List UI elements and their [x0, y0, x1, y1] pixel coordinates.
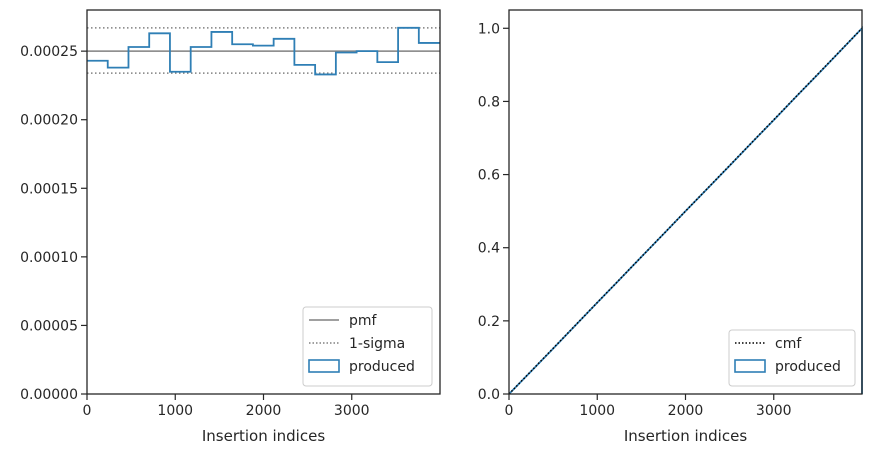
- y-tick-label: 0.00025: [20, 44, 78, 60]
- x-tick-label: 1000: [579, 403, 615, 419]
- legend-swatch-produced: [308, 359, 340, 373]
- y-tick-label: 0.00010: [20, 250, 78, 266]
- y-tick-label: 0.00000: [20, 387, 78, 403]
- legend: pmf 1-sigma produced: [302, 306, 433, 387]
- y-tick-label: 0.4: [478, 241, 500, 257]
- y-tick-label: 0.00005: [20, 318, 78, 334]
- legend-swatch-produced: [734, 359, 766, 373]
- x-tick-label: 2000: [246, 403, 282, 419]
- y-tick-label: 0.00020: [20, 113, 78, 129]
- y-tick-label: 0.6: [478, 168, 500, 184]
- y-tick-label: 0.00015: [20, 181, 78, 197]
- x-tick-label: 3000: [334, 403, 370, 419]
- cmf-line: [508, 27, 863, 395]
- y-tick-label: 0.0: [478, 387, 500, 403]
- cmf-panel: 0 1000 2000 3000 0.0 0.2 0.4 0.6 0.8 1.0 Insertion…: [478, 9, 863, 445]
- x-tick-label: 3000: [756, 403, 792, 419]
- legend-label: pmf: [349, 313, 378, 329]
- x-tick-label: 0: [505, 403, 514, 419]
- legend-box: [302, 306, 433, 387]
- x-tick-label: 1000: [157, 403, 193, 419]
- legend: cmf produced: [728, 329, 856, 387]
- x-axis-label: Insertion indices: [202, 427, 325, 445]
- x-tick-label: 2000: [668, 403, 704, 419]
- legend-label: produced: [349, 359, 415, 375]
- y-tick-label: 1.0: [478, 21, 500, 37]
- legend-label: produced: [775, 359, 841, 375]
- y-tick-label: 0.2: [478, 314, 500, 330]
- x-axis-label: Insertion indices: [624, 427, 747, 445]
- legend-label: 1-sigma: [349, 336, 405, 352]
- y-tick-label: 0.8: [478, 94, 500, 110]
- pmf-panel: 0 1000 2000 3000 0.00000 0.00005 0.00010 0.0001…: [20, 9, 441, 445]
- legend-label: cmf: [775, 336, 802, 352]
- x-tick-label: 0: [83, 403, 92, 419]
- produced-step: [87, 26, 440, 76]
